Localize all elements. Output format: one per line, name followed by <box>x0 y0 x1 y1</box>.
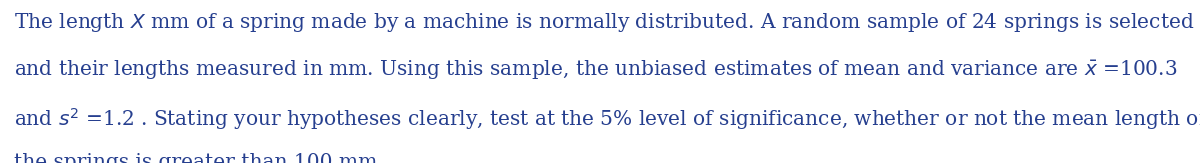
Text: and $s^{2}$ =1.2 . Stating your hypotheses clearly, test at the 5% level of sign: and $s^{2}$ =1.2 . Stating your hypothes… <box>14 106 1200 132</box>
Text: and their lengths measured in mm. Using this sample, the unbiased estimates of m: and their lengths measured in mm. Using … <box>14 59 1178 82</box>
Text: The length $X$ mm of a spring made by a machine is normally distributed. A rando: The length $X$ mm of a spring made by a … <box>14 11 1195 34</box>
Text: the springs is greater than 100 mm.: the springs is greater than 100 mm. <box>14 153 384 163</box>
